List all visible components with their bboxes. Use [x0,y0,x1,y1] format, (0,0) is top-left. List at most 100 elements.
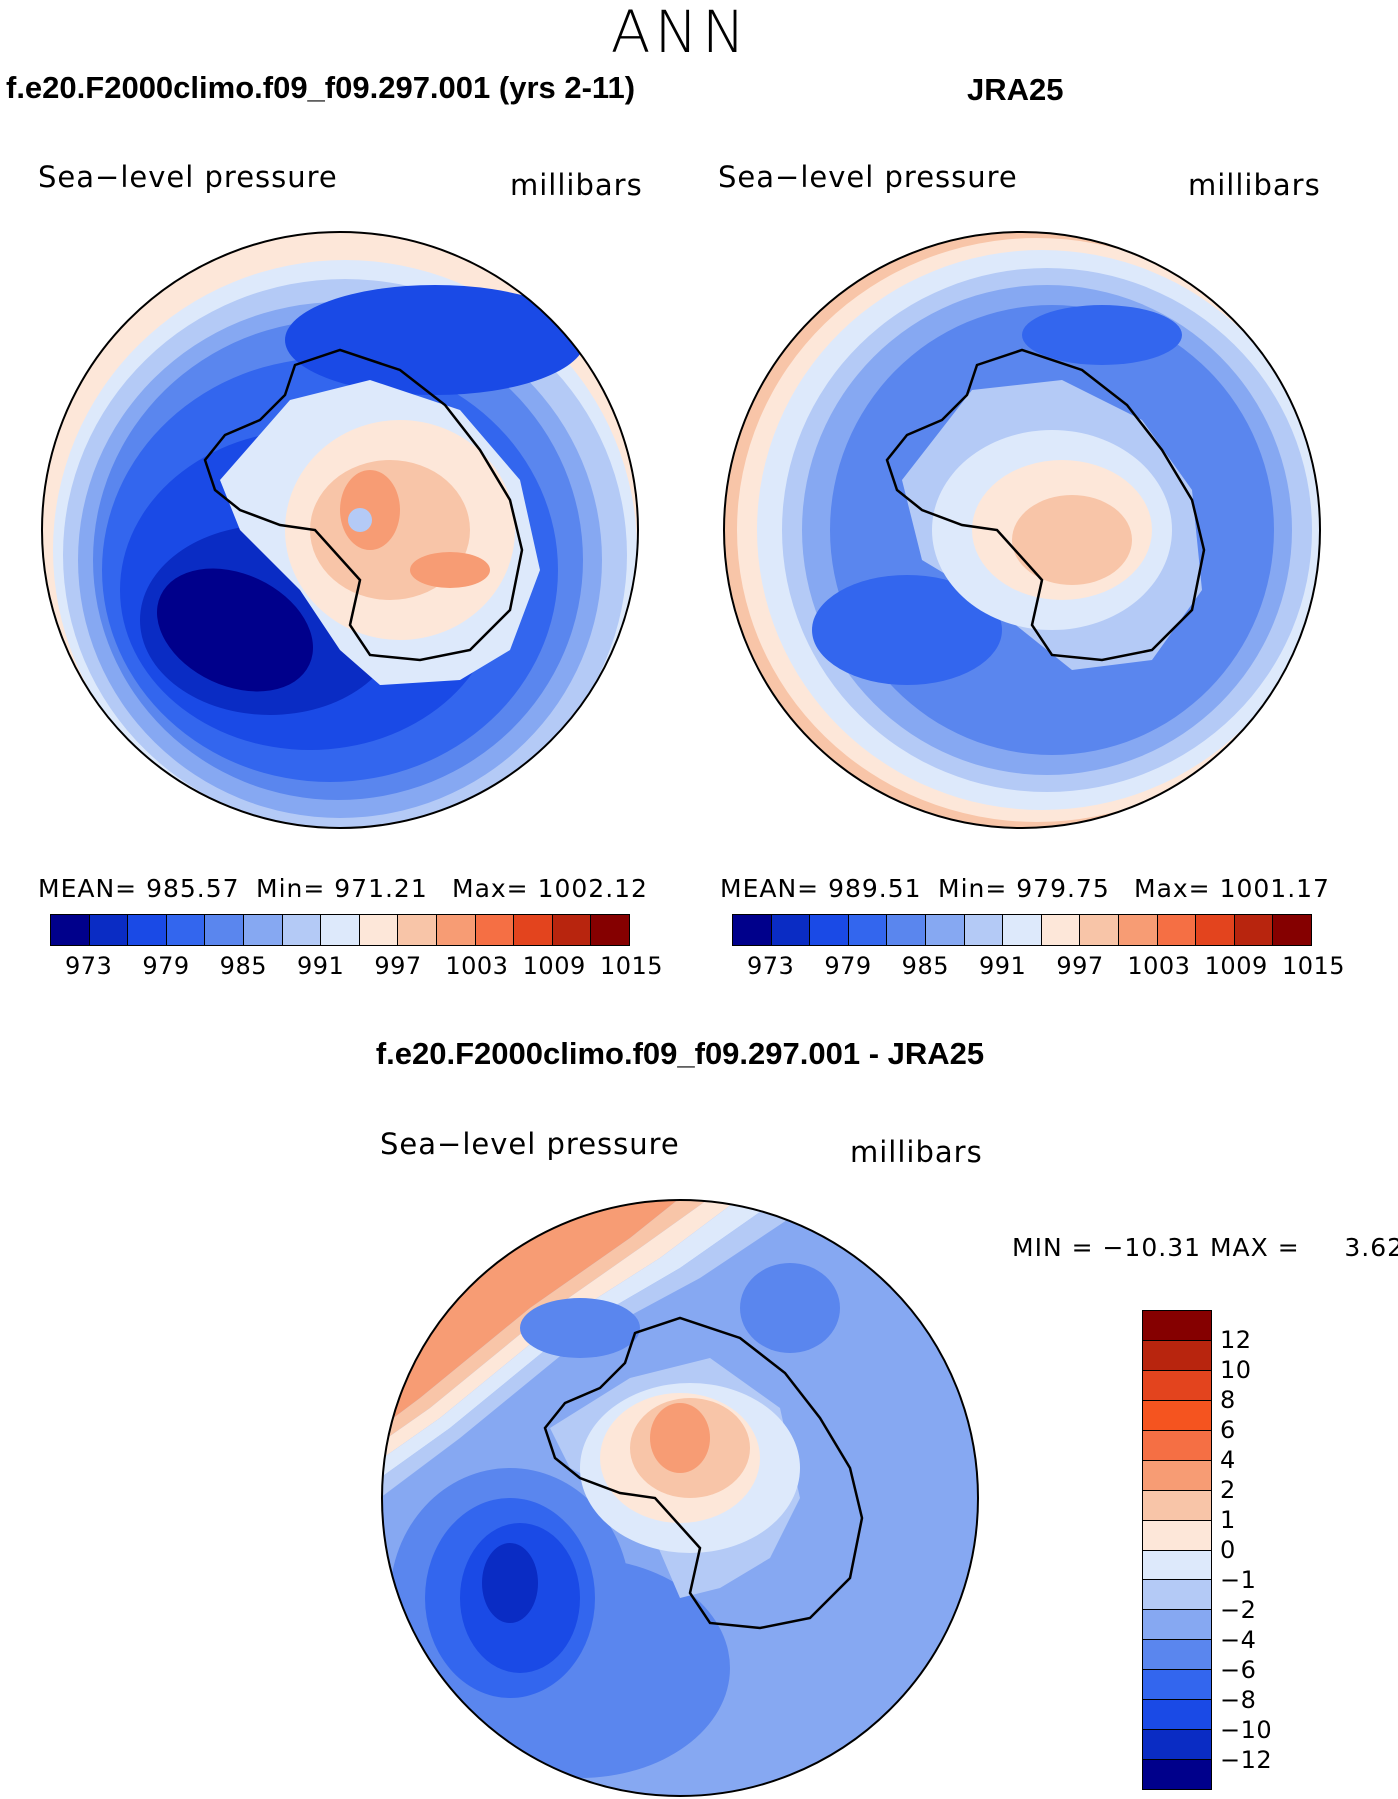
colorbar-swatch [1196,915,1235,945]
colorbar-swatch [89,915,129,945]
units-label-obs: millibars [1188,168,1321,202]
colorbar-swatch [1041,915,1081,945]
colorbar-swatch [964,915,1004,945]
stat-min-obs: Min= 979.75 [938,874,1110,903]
colorbar-tick-label: 12 [1220,1326,1252,1354]
colorbar-tick-label: −10 [1220,1716,1273,1744]
colorbar-swatch [1143,1430,1211,1461]
colorbar-swatch [475,915,515,945]
colorbar-obs [732,914,1312,946]
colorbar-tick-label: 0 [1220,1536,1236,1564]
polar-map-model [41,231,639,829]
stat-minmax-diff: MIN = −10.31 MAX = 3.62 [1012,1233,1398,1262]
colorbar-swatch [282,915,322,945]
colorbar-swatch [1234,915,1274,945]
colorbar-tick-label: 973 [65,952,113,980]
colorbar-tick-label: 973 [747,952,795,980]
colorbar-swatch [436,915,476,945]
units-label-model: millibars [510,168,643,202]
colorbar-tick-label: 991 [297,952,345,980]
colorbar-swatch [591,915,629,945]
colorbar-swatch [771,915,811,945]
units-label-diff: millibars [850,1135,983,1169]
variable-label-obs: Sea−level pressure [718,160,1018,194]
colorbar-swatch [1143,1460,1211,1491]
colorbar-tick-label: 997 [1056,952,1104,980]
variable-label-model: Sea−level pressure [38,160,338,194]
stat-min-model: Min= 971.21 [256,874,428,903]
colorbar-swatch [1143,1610,1211,1641]
variable-label-diff: Sea−level pressure [380,1127,680,1161]
colorbar-tick-label: 2 [1220,1476,1236,1504]
colorbar-swatch [243,915,283,945]
colorbar-tick-label: 979 [142,952,190,980]
colorbar-model [50,914,630,946]
stat-max-model: Max= 1002.12 [452,874,648,903]
colorbar-tick-label: 1003 [1127,952,1191,980]
colorbar-swatch [1143,1730,1211,1761]
colorbar-tick-label: 1003 [445,952,509,980]
colorbar-tick-label: 1015 [600,952,664,980]
colorbar-tick-label: −6 [1220,1656,1257,1684]
colorbar-tick-label: 985 [219,952,267,980]
colorbar-swatch [1273,915,1311,945]
colorbar-tick-label: 8 [1220,1386,1236,1414]
panel-title-obs: JRA25 [967,72,1064,107]
colorbar-swatch [1143,1580,1211,1611]
colorbar-swatch [1143,1311,1211,1341]
colorbar-tick-label: −12 [1220,1746,1273,1774]
colorbar-swatch [359,915,399,945]
season-title: ANN [610,0,750,66]
colorbar-tick-label: 6 [1220,1416,1236,1444]
colorbar-tick-label: −1 [1220,1566,1257,1594]
panel-title-diff: f.e20.F2000climo.f09_f09.297.001 - JRA25 [375,1036,985,1071]
colorbar-tick-label: 4 [1220,1446,1236,1474]
colorbar-swatch [1143,1490,1211,1521]
colorbar-swatch [51,915,90,945]
colorbar-tick-label: 979 [824,952,872,980]
colorbar-tick-label: 10 [1220,1356,1252,1384]
colorbar-swatch [1080,915,1119,945]
colorbar-swatch [1143,1700,1211,1731]
colorbar-swatch [1003,915,1042,945]
colorbar-tick-label: −4 [1220,1626,1257,1654]
colorbar-tick-label: 1015 [1282,952,1346,980]
panel-title-model: f.e20.F2000climo.f09_f09.297.001 (yrs 2-… [6,70,636,105]
colorbar-swatch [166,915,206,945]
colorbar-swatch [1143,1640,1211,1671]
colorbar-swatch [925,915,965,945]
colorbar-swatch [128,915,167,945]
colorbar-tick-label: 997 [374,952,422,980]
colorbar-swatch [321,915,360,945]
colorbar-swatch [1157,915,1197,945]
colorbar-swatch [552,915,592,945]
colorbar-swatch [1143,1340,1211,1371]
stat-mean-model: MEAN= 985.57 [38,874,240,903]
colorbar-swatch [1143,1550,1211,1581]
colorbar-tick-label: −8 [1220,1686,1257,1714]
colorbar-swatch [1143,1520,1211,1551]
colorbar-swatch [887,915,926,945]
colorbar-tick-label: −2 [1220,1596,1257,1624]
colorbar-swatch [1143,1760,1211,1789]
colorbar-swatch [733,915,772,945]
stat-max-obs: Max= 1001.17 [1134,874,1330,903]
colorbar-swatch [1118,915,1158,945]
colorbar-swatch [1143,1670,1211,1701]
colorbar-swatch [398,915,437,945]
colorbar-tick-label: 1 [1220,1506,1236,1534]
colorbar-swatch [1143,1400,1211,1431]
colorbar-diff [1142,1310,1212,1790]
colorbar-tick-label: 1009 [1204,952,1268,980]
colorbar-swatch [810,915,849,945]
polar-map-diff [381,1199,979,1797]
colorbar-tick-label: 991 [979,952,1027,980]
polar-map-obs [723,231,1321,829]
colorbar-tick-label: 1009 [522,952,586,980]
colorbar-swatch [514,915,553,945]
colorbar-swatch [848,915,888,945]
colorbar-swatch [1143,1370,1211,1401]
colorbar-swatch [205,915,244,945]
colorbar-tick-label: 985 [901,952,949,980]
stat-mean-obs: MEAN= 989.51 [720,874,922,903]
